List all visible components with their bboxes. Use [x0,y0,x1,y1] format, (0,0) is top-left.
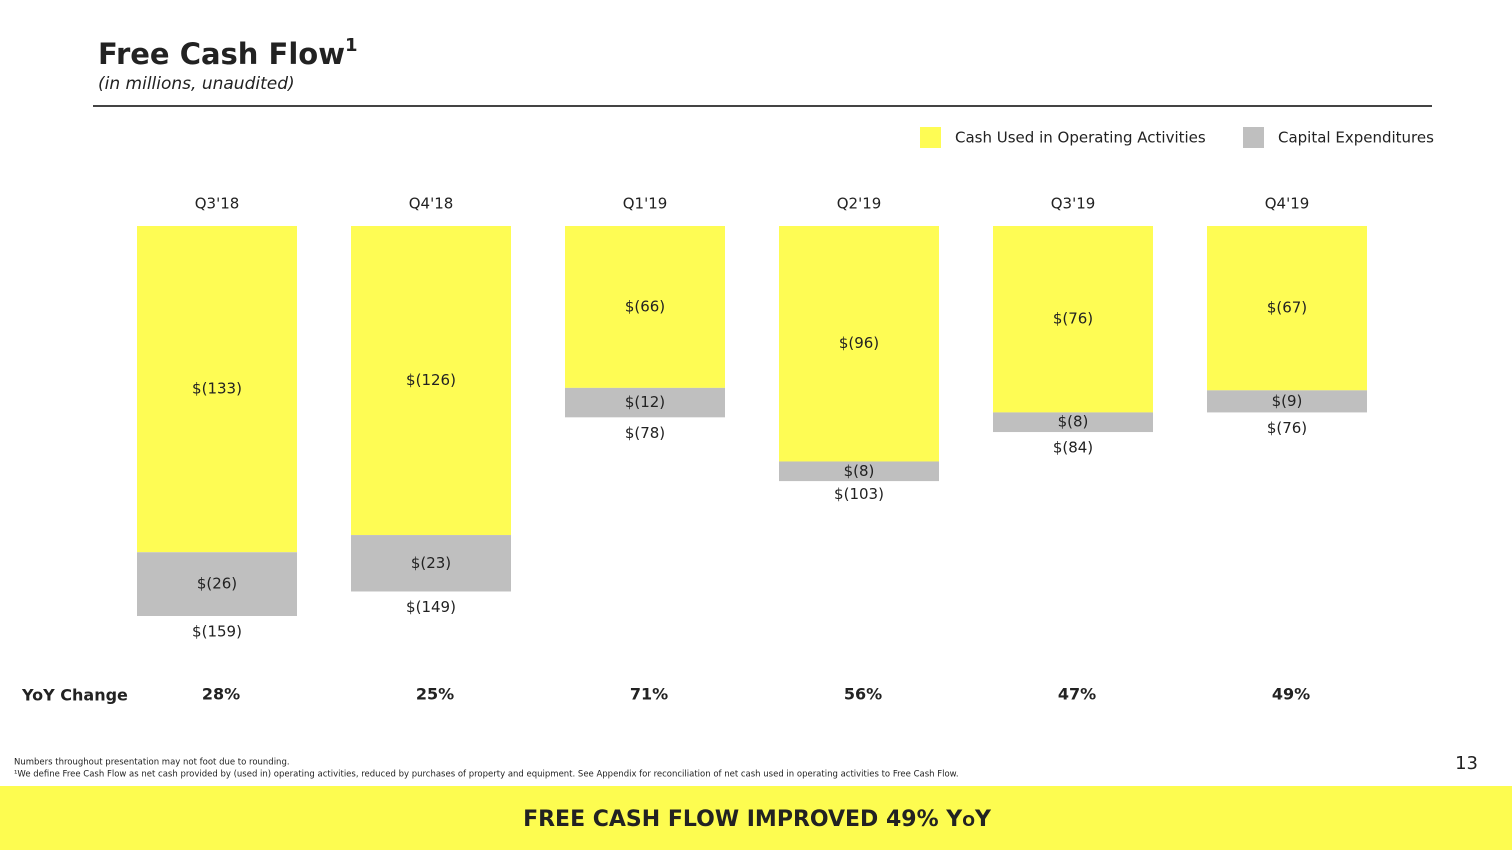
yoy-value: 56% [844,685,882,704]
yoy-value: 47% [1058,685,1096,704]
data-label: $(12) [625,393,665,411]
bar-segment [565,387,725,418]
legend-label: Capital Expenditures [1278,129,1434,147]
footnote: Numbers throughout presentation may not … [14,758,290,768]
bar-segment [779,461,939,482]
banner [0,786,1512,850]
title-text: Free Cash Flow [98,37,345,71]
bar-segment [137,226,297,553]
bar-segment [993,412,1153,433]
data-label: $(8) [844,462,875,480]
page-number: 13 [1455,753,1478,774]
legend-label: Cash Used in Operating Activities [955,129,1206,147]
data-label: $(26) [197,575,237,593]
x-tick-label: Q1'19 [623,195,668,213]
yoy-value: 71% [630,685,668,704]
bar-segment [1207,226,1367,391]
data-label: $(67) [1267,299,1307,317]
bar-segment [351,226,511,536]
bar-segment [1207,390,1367,413]
data-label: $(76) [1053,310,1093,328]
x-tick-label: Q2'19 [837,195,882,213]
legend-swatch [920,127,941,148]
yoy-value: 49% [1272,685,1310,704]
total-label: $(159) [192,623,242,641]
title-footnote-mark: 1 [345,35,358,56]
data-label: $(66) [625,297,665,315]
chart-subtitle: (in millions, unaudited) [98,74,295,94]
yoy-label: YoY Change [21,686,128,705]
bar-segment [779,226,939,462]
chart-title: Free Cash Flow1 [98,35,358,71]
bar-segment [565,226,725,388]
total-label: $(149) [406,598,456,616]
yoy-value: 28% [202,685,240,704]
footnote: ¹We define Free Cash Flow as net cash pr… [14,770,959,780]
data-label: $(9) [1272,392,1303,410]
bar-segment [993,226,1153,413]
total-label: $(84) [1053,439,1093,457]
total-label: $(103) [834,485,884,503]
x-tick-label: Q3'19 [1051,195,1096,213]
x-tick-label: Q3'18 [195,195,240,213]
data-label: $(8) [1058,413,1089,431]
legend-swatch [1243,127,1264,148]
total-label: $(78) [625,424,665,442]
data-label: $(96) [839,334,879,352]
bar-segment [137,552,297,616]
x-tick-label: Q4'18 [409,195,454,213]
yoy-value: 25% [416,685,454,704]
data-label: $(133) [192,380,242,398]
data-label: $(23) [411,554,451,572]
x-tick-label: Q4'19 [1265,195,1310,213]
total-label: $(76) [1267,419,1307,437]
banner-text: FREE CASH FLOW IMPROVED 49% YoY [523,807,992,832]
bar-segment [351,535,511,592]
data-label: $(126) [406,371,456,389]
